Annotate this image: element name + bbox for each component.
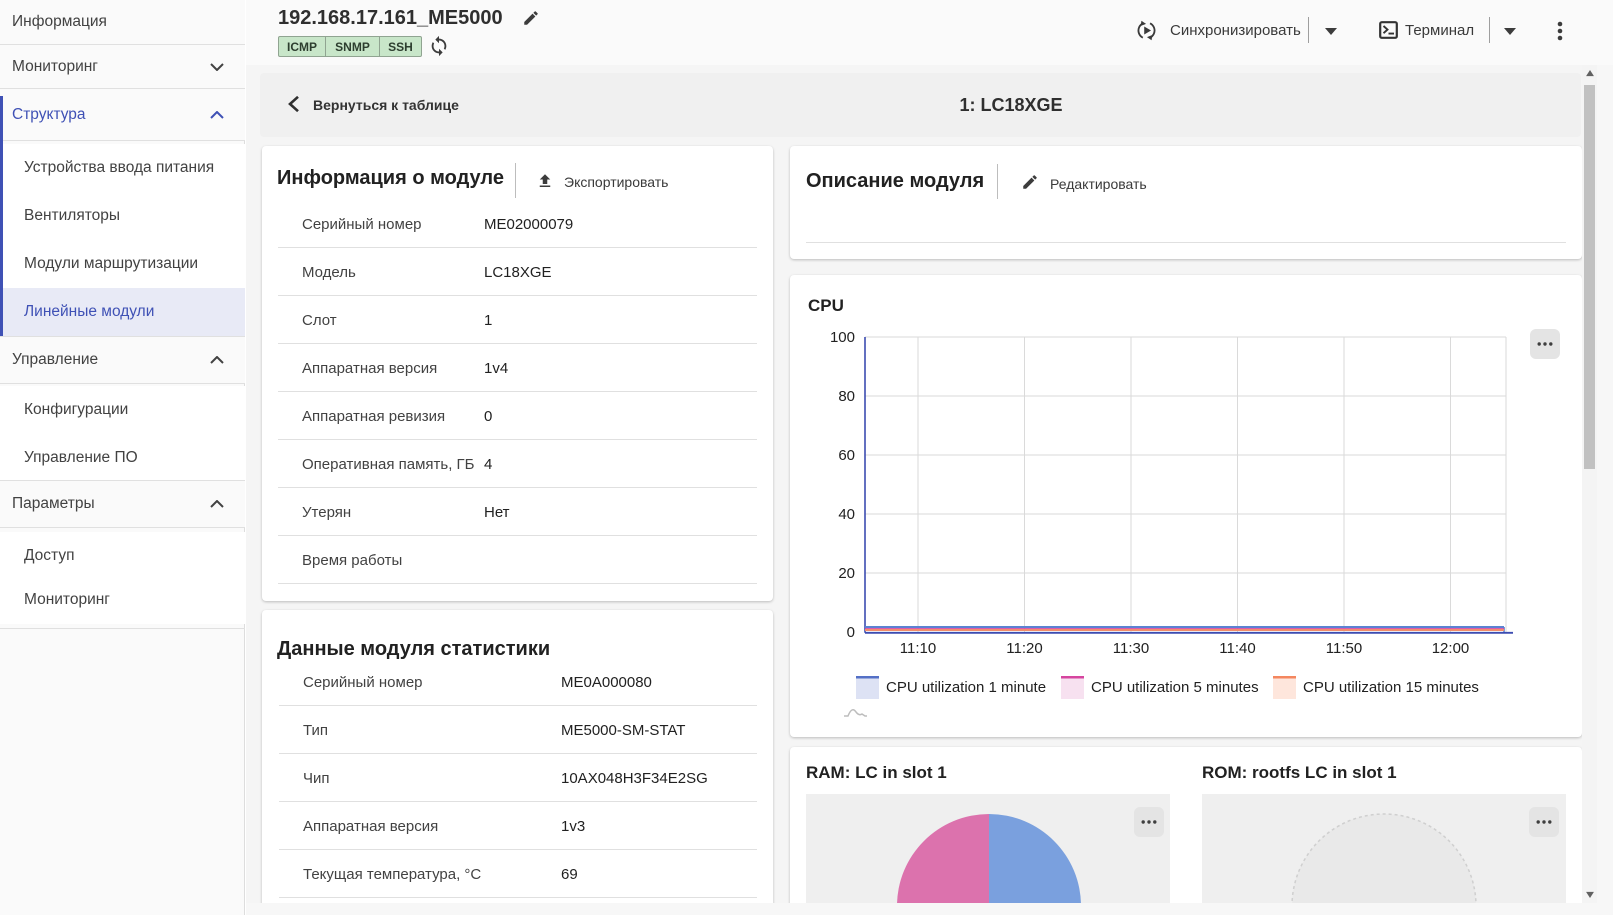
svg-text:20: 20 (838, 565, 855, 582)
svg-text:11:30: 11:30 (1113, 640, 1149, 657)
svg-text:100: 100 (830, 329, 855, 346)
svg-text:11:50: 11:50 (1326, 640, 1362, 657)
svg-text:60: 60 (838, 447, 855, 464)
svg-text:11:10: 11:10 (900, 640, 936, 657)
svg-text:11:40: 11:40 (1219, 640, 1255, 657)
svg-text:40: 40 (838, 506, 855, 523)
svg-text:80: 80 (838, 388, 855, 405)
svg-text:12:00: 12:00 (1432, 640, 1470, 657)
svg-text:CPU utilization 15 minutes: CPU utilization 15 minutes (1303, 679, 1479, 696)
svg-text:CPU utilization 5 minutes: CPU utilization 5 minutes (1091, 679, 1259, 696)
svg-text:CPU utilization 1 minute: CPU utilization 1 minute (886, 679, 1046, 696)
svg-text:0: 0 (847, 624, 855, 641)
svg-text:11:20: 11:20 (1006, 640, 1042, 657)
